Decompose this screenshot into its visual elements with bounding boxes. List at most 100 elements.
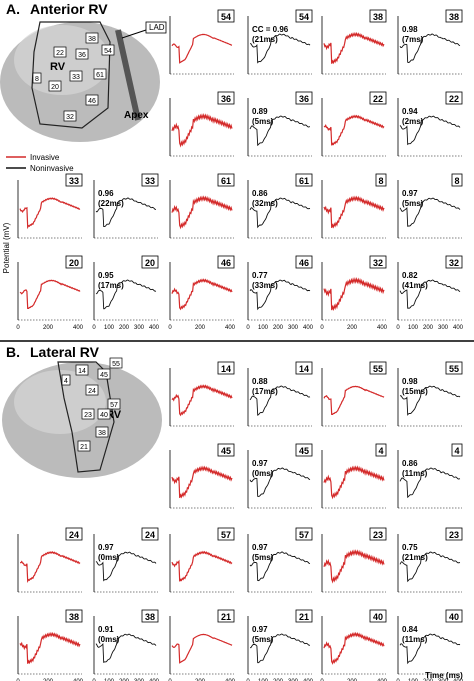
panel-site-label: 36 xyxy=(299,94,309,104)
signal-panel: 22 0.94(2ms) xyxy=(397,91,463,157)
site-marker-label: 57 xyxy=(110,402,118,409)
x-tick-label: 200 xyxy=(347,679,358,681)
site-marker-box xyxy=(93,68,107,80)
x-tick-label: 400 xyxy=(377,325,388,331)
panel-site-label: 4 xyxy=(454,446,459,456)
site-marker-box xyxy=(85,94,99,106)
panel-site-box xyxy=(295,443,313,457)
signal-panel: 32 0.82(41ms) xyxy=(397,255,463,321)
signal-panel: 33 0.96(22ms) xyxy=(93,173,159,239)
panel-site-box xyxy=(451,443,463,457)
panel-site-label: 57 xyxy=(221,530,231,540)
panel-site-box xyxy=(369,91,387,105)
signal-panel: 38 0.98(7ms) xyxy=(397,9,463,75)
legend-noninvasive-label: Noninvasive xyxy=(30,164,74,173)
site-marker-box xyxy=(69,70,83,82)
panel-delay-value: (22ms) xyxy=(98,199,124,208)
signal-trace xyxy=(323,31,385,65)
site-marker-label: 54 xyxy=(104,48,112,55)
panel-site-label: 22 xyxy=(373,94,383,104)
signal-trace xyxy=(19,279,81,309)
lad-label: LAD xyxy=(149,23,165,32)
signal-trace xyxy=(249,551,311,582)
panel-site-box xyxy=(295,255,313,269)
panel-site-box xyxy=(445,361,463,375)
signal-panel: 24 xyxy=(17,527,83,593)
panel-site-label: 20 xyxy=(145,258,155,268)
signal-panel: 61 0.86(32ms) xyxy=(247,173,313,239)
panel-delay-value: (21ms) xyxy=(402,553,428,562)
panel-site-box xyxy=(295,527,313,541)
panel-delay-value: (5ms) xyxy=(252,553,274,562)
signal-trace xyxy=(95,633,157,664)
x-tick-label: 0 xyxy=(396,325,400,331)
signal-panel: 24 0.97(0ms) xyxy=(93,527,159,593)
signal-panel: 54 CC = 0.96(21ms) xyxy=(247,9,313,75)
panel-cc-value: 0.91 xyxy=(98,625,114,634)
x-tick-label: 400 xyxy=(225,325,236,331)
panel-delay-value: (7ms) xyxy=(402,35,424,44)
signal-trace xyxy=(171,384,233,417)
signal-panel: 40 xyxy=(321,609,387,675)
heart-highlight xyxy=(14,370,106,434)
site-marker-label: 24 xyxy=(88,388,96,395)
site-marker-label: 55 xyxy=(112,361,120,368)
signal-trace xyxy=(323,385,385,415)
signal-trace xyxy=(399,279,461,309)
signal-panel: 36 xyxy=(169,91,235,157)
x-tick-label: 100 xyxy=(258,325,269,331)
panel-delay-value: (17ms) xyxy=(252,387,278,396)
signal-trace xyxy=(171,33,233,64)
x-tick-label: 200 xyxy=(423,325,434,331)
signal-trace xyxy=(19,631,81,665)
signal-trace xyxy=(171,113,233,148)
signal-trace xyxy=(249,279,311,311)
panel-site-label: 21 xyxy=(221,612,231,622)
panel-delay-value: (11ms) xyxy=(402,635,428,644)
signal-panel: 40 0.84(11ms) xyxy=(397,609,463,675)
panel-site-box xyxy=(217,91,235,105)
panel-cc-value: 0.97 xyxy=(252,459,268,468)
x-tick-label: 200 xyxy=(119,679,130,681)
rv-label-a: RV xyxy=(50,61,66,73)
rv-outline xyxy=(31,21,111,129)
panel-site-label: 38 xyxy=(69,612,79,622)
signal-trace xyxy=(171,278,233,311)
signal-trace xyxy=(249,197,311,229)
panel-cc-value: 0.97 xyxy=(252,543,268,552)
panel-delay-value: (32ms) xyxy=(252,199,278,208)
x-tick-label: 300 xyxy=(438,325,449,331)
signal-trace xyxy=(95,279,157,310)
lad-label-box xyxy=(145,21,167,34)
x-tick-label: 400 xyxy=(73,679,84,681)
x-tick-label: 300 xyxy=(438,679,449,681)
panel-cc-value: 0.96 xyxy=(98,189,114,198)
x-tick-label: 0 xyxy=(168,679,172,681)
x-tick-label: 100 xyxy=(104,679,115,681)
site-markers-a: 38 22 36 54 8 33 61 20 46 32 xyxy=(32,32,115,122)
panel-site-label: 23 xyxy=(373,530,383,540)
panel-cc-value: 0.97 xyxy=(252,625,268,634)
x-tick-label: 400 xyxy=(225,679,236,681)
section-a-title: Anterior RV xyxy=(30,1,108,17)
panel-site-label: 24 xyxy=(69,530,79,540)
signal-trace xyxy=(323,631,385,665)
panel-site-label: 4 xyxy=(378,446,383,456)
signal-trace xyxy=(399,115,461,146)
panel-cc-value: 0.86 xyxy=(402,459,418,468)
x-tick-label: 400 xyxy=(149,679,160,681)
panel-site-box xyxy=(141,173,159,187)
panel-site-label: 32 xyxy=(449,258,459,268)
signal-trace xyxy=(249,385,311,416)
x-tick-label: 400 xyxy=(377,679,388,681)
panel-site-box xyxy=(445,91,463,105)
signal-trace xyxy=(249,467,311,497)
panel-cc-value: 0.77 xyxy=(252,271,268,280)
site-marker-box xyxy=(32,72,42,84)
panel-site-label: 54 xyxy=(299,12,309,22)
site-marker-label: 14 xyxy=(78,368,86,375)
x-tick-label: 400 xyxy=(453,679,464,681)
signal-panel: 32 xyxy=(321,255,387,321)
panel-site-label: 23 xyxy=(449,530,459,540)
